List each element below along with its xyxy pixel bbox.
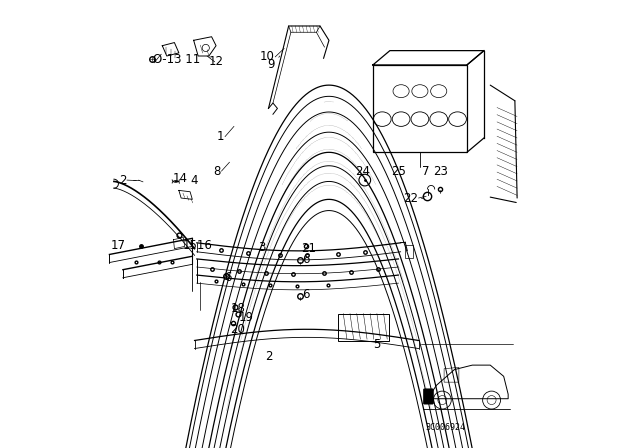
Text: 17: 17 <box>110 239 125 252</box>
Text: 3: 3 <box>258 241 266 254</box>
FancyBboxPatch shape <box>424 389 433 404</box>
Text: 3C006924: 3C006924 <box>426 423 465 432</box>
Text: 18: 18 <box>230 302 245 315</box>
Text: 12: 12 <box>209 55 223 69</box>
Text: 22: 22 <box>404 191 419 205</box>
Text: 24: 24 <box>355 164 370 178</box>
Bar <box>338 314 389 341</box>
Text: 4: 4 <box>190 173 198 187</box>
Text: 10: 10 <box>259 50 275 64</box>
Text: 9: 9 <box>267 58 275 72</box>
Text: 1: 1 <box>217 130 225 143</box>
Text: 7: 7 <box>422 164 429 178</box>
Text: 8: 8 <box>213 164 221 178</box>
Text: 14: 14 <box>173 172 188 185</box>
Text: 6: 6 <box>302 253 310 267</box>
Text: 2: 2 <box>119 173 127 187</box>
Text: 6: 6 <box>302 288 310 302</box>
Bar <box>405 245 413 258</box>
Text: 21: 21 <box>301 242 316 255</box>
Text: Ø-13 11: Ø-13 11 <box>154 52 200 66</box>
Text: 2: 2 <box>265 349 272 363</box>
Text: 5: 5 <box>373 337 380 351</box>
Text: 23: 23 <box>433 164 449 178</box>
Text: 20: 20 <box>230 323 245 336</box>
Bar <box>373 65 467 152</box>
Text: 1516: 1516 <box>182 239 212 252</box>
Text: 25: 25 <box>391 164 406 178</box>
Text: 19: 19 <box>239 310 253 324</box>
Text: 6: 6 <box>224 271 231 284</box>
